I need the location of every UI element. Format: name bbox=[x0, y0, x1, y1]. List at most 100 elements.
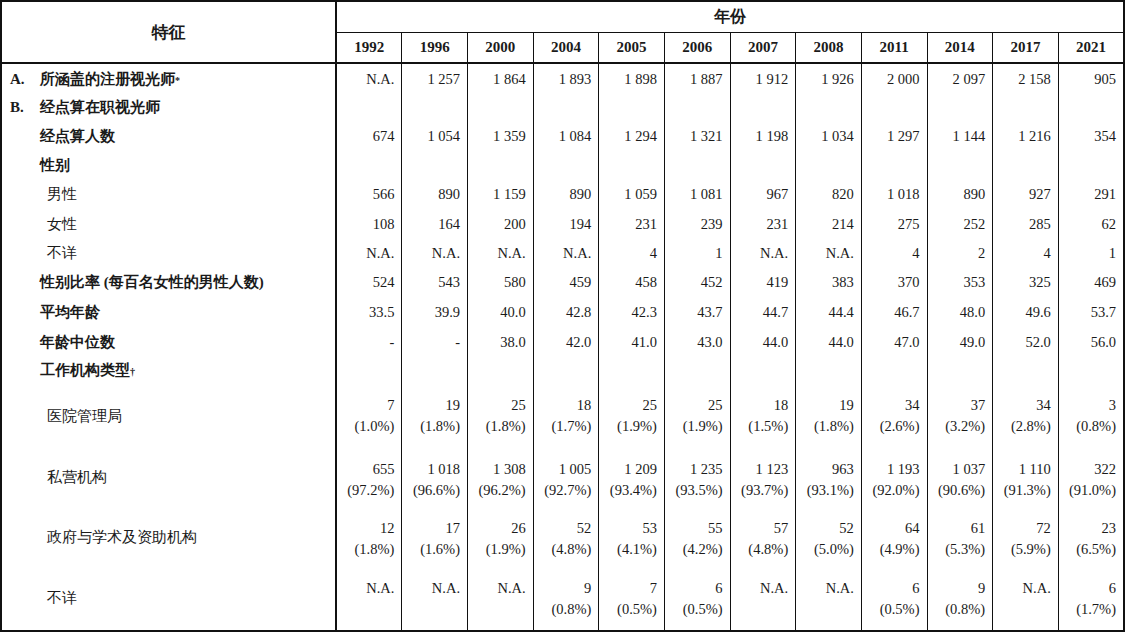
data-cell: 55(4.2%) bbox=[664, 507, 730, 567]
cell-percentage: (5.3%) bbox=[928, 539, 986, 560]
data-cell: 1 037(90.6%) bbox=[927, 448, 993, 507]
row-label: 女性 bbox=[1, 209, 336, 239]
data-cell: 354 bbox=[1058, 121, 1124, 152]
cell-percentage: (1.7%) bbox=[534, 416, 592, 437]
data-cell: 53(4.1%) bbox=[599, 507, 665, 567]
data-cell: 38.0 bbox=[468, 327, 534, 357]
row-label-text: 私营机构 bbox=[47, 468, 107, 487]
cell-count: 55 bbox=[665, 518, 723, 539]
data-cell bbox=[468, 152, 534, 179]
data-cell bbox=[927, 152, 993, 179]
data-cell bbox=[468, 357, 534, 384]
data-cell: 200 bbox=[468, 209, 534, 239]
data-cell bbox=[336, 152, 402, 179]
data-cell bbox=[1058, 94, 1124, 121]
year-column-header: 2007 bbox=[730, 33, 796, 64]
data-cell: 9(0.8%) bbox=[927, 567, 993, 631]
table-row: 政府与学术及资助机构12(1.8%)17(1.6%)26(1.9%)52(4.8… bbox=[1, 507, 1124, 567]
data-cell bbox=[402, 94, 468, 121]
cell-count: 1 005 bbox=[534, 459, 592, 480]
data-cell: 1 257 bbox=[402, 63, 468, 94]
data-cell: 1 216 bbox=[993, 121, 1059, 152]
cell-percentage: (4.1%) bbox=[599, 539, 657, 560]
row-label: 不详 bbox=[1, 567, 336, 631]
row-label: 经点算人数 bbox=[1, 121, 336, 152]
row-label-text: 所涵盖的注册视光师 bbox=[40, 70, 175, 89]
cell-count: 963 bbox=[796, 459, 854, 480]
cell-count: 34 bbox=[993, 395, 1051, 416]
data-cell: 1 110(91.3%) bbox=[993, 448, 1059, 507]
cell-percentage: (92.0%) bbox=[862, 480, 920, 501]
data-cell bbox=[927, 357, 993, 384]
data-cell: N.A. bbox=[468, 239, 534, 268]
data-cell bbox=[533, 94, 599, 121]
cell-count: 1 110 bbox=[993, 459, 1051, 480]
data-cell: 1 081 bbox=[664, 179, 730, 209]
data-cell: 64(4.9%) bbox=[861, 507, 927, 567]
row-label-text: 经点算人数 bbox=[40, 127, 115, 146]
data-cell bbox=[730, 152, 796, 179]
table-row: 不详N.A.N.A.N.A.9(0.8%)7(0.5%)6(0.5%)N.A.N… bbox=[1, 567, 1124, 631]
cell-percentage: (1.6%) bbox=[402, 539, 460, 560]
data-cell: N.A. bbox=[796, 239, 862, 268]
row-label: 男性 bbox=[1, 179, 336, 209]
data-cell: 927 bbox=[993, 179, 1059, 209]
data-cell: 1 018(96.6%) bbox=[402, 448, 468, 507]
row-label-text: 不详 bbox=[47, 589, 77, 608]
table-row: 私营机构655(97.2%)1 018(96.6%)1 308(96.2%)1 … bbox=[1, 448, 1124, 507]
data-cell: 890 bbox=[533, 179, 599, 209]
data-cell: 291 bbox=[1058, 179, 1124, 209]
row-label-text: 经点算在职视光师 bbox=[40, 98, 160, 117]
cell-count: 53 bbox=[599, 518, 657, 539]
cell-percentage: (0.8%) bbox=[534, 599, 592, 620]
data-cell: 40.0 bbox=[468, 297, 534, 327]
table-row: 男性5668901 1598901 0591 0819678201 018890… bbox=[1, 179, 1124, 209]
cell-count: N.A. bbox=[796, 578, 854, 599]
cell-count: 6 bbox=[862, 578, 920, 599]
data-cell: 37(3.2%) bbox=[927, 384, 993, 448]
row-label: 医院管理局 bbox=[1, 384, 336, 448]
table-row: 经点算人数6741 0541 3591 0841 2941 3211 1981 … bbox=[1, 121, 1124, 152]
data-cell: 56.0 bbox=[1058, 327, 1124, 357]
cell-count: 1 037 bbox=[928, 459, 986, 480]
cell-count: 1 209 bbox=[599, 459, 657, 480]
data-cell: 17(1.6%) bbox=[402, 507, 468, 567]
data-cell: N.A. bbox=[336, 567, 402, 631]
data-cell: 963(93.1%) bbox=[796, 448, 862, 507]
cell-percentage: (2.6%) bbox=[862, 416, 920, 437]
cell-count: 6 bbox=[1059, 578, 1116, 599]
data-cell: 44.0 bbox=[796, 327, 862, 357]
row-label: B.经点算在职视光师 bbox=[1, 94, 336, 121]
row-label: 性别 bbox=[1, 152, 336, 179]
row-label-text: 男性 bbox=[47, 185, 77, 204]
table-row: B.经点算在职视光师 bbox=[1, 94, 1124, 121]
data-cell: 4 bbox=[599, 239, 665, 268]
cell-count: 18 bbox=[731, 395, 789, 416]
data-cell: 48.0 bbox=[927, 297, 993, 327]
data-cell bbox=[533, 357, 599, 384]
cell-count: 6 bbox=[665, 578, 723, 599]
data-cell: 72(5.9%) bbox=[993, 507, 1059, 567]
data-cell: 33.5 bbox=[336, 297, 402, 327]
data-cell bbox=[664, 94, 730, 121]
cell-percentage: (6.5%) bbox=[1059, 539, 1116, 560]
data-cell: 325 bbox=[993, 268, 1059, 297]
cell-count: 9 bbox=[928, 578, 986, 599]
cell-count: 1 018 bbox=[402, 459, 460, 480]
row-label: 私营机构 bbox=[1, 448, 336, 507]
data-cell: 1 912 bbox=[730, 63, 796, 94]
data-cell: 164 bbox=[402, 209, 468, 239]
data-cell: 566 bbox=[336, 179, 402, 209]
data-cell: 1 864 bbox=[468, 63, 534, 94]
data-cell: 655(97.2%) bbox=[336, 448, 402, 507]
data-cell: 1 084 bbox=[533, 121, 599, 152]
cell-count: 655 bbox=[337, 459, 394, 480]
year-column-header: 2021 bbox=[1058, 33, 1124, 64]
row-label: 性别比率 (每百名女性的男性人数) bbox=[1, 268, 336, 297]
data-cell: 1 bbox=[664, 239, 730, 268]
data-cell: 543 bbox=[402, 268, 468, 297]
row-label: 不详 bbox=[1, 239, 336, 268]
data-cell: 7(1.0%) bbox=[336, 384, 402, 448]
cell-count: 52 bbox=[534, 518, 592, 539]
data-cell bbox=[402, 152, 468, 179]
